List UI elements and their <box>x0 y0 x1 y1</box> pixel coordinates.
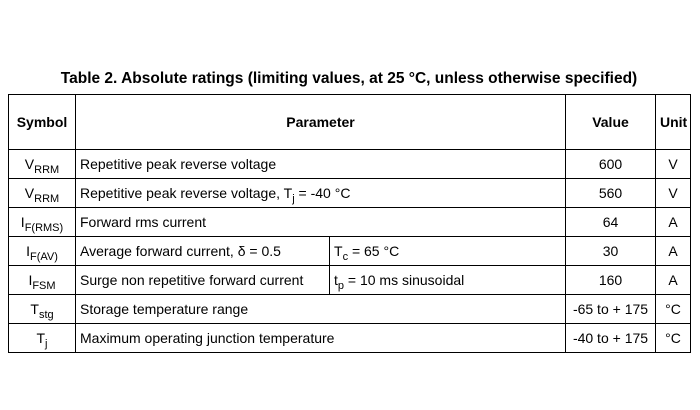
value-cell: -65 to + 175 <box>565 294 656 324</box>
symbol-cell: Tstg <box>8 294 76 324</box>
symbol-cell: Tj <box>8 323 76 353</box>
symbol: T <box>36 330 46 346</box>
subscript: RRM <box>34 164 60 176</box>
symbol: V <box>24 156 35 172</box>
header-cell: Value <box>565 94 656 150</box>
header-cell: Parameter <box>75 94 566 150</box>
symbol-cell: VRRM <box>8 178 76 208</box>
text: = -40 °C <box>294 185 351 201</box>
condition-cell: tp = 10 ms sinusoidal <box>329 265 566 295</box>
unit-cell: °C <box>655 294 691 324</box>
text: Average forward current, δ = 0.5 <box>80 243 281 259</box>
symbol-cell: VRRM <box>8 149 76 179</box>
unit-cell: V <box>655 178 691 208</box>
subscript: F(RMS) <box>24 222 64 234</box>
symbol-cell: IFSM <box>8 265 76 295</box>
table-row: VRRM Repetitive peak reverse voltage, Tj … <box>8 178 691 208</box>
text: Maximum operating junction temperature <box>80 330 335 346</box>
table-row: IFSM Surge non repetitive forward current… <box>8 265 691 295</box>
text: = 10 ms sinusoidal <box>344 272 465 288</box>
symbol-cell: IF(AV) <box>8 236 76 266</box>
condition-cell: Tc = 65 °C <box>329 236 566 266</box>
subscript: c <box>342 251 349 263</box>
symbol-cell: IF(RMS) <box>8 207 76 237</box>
table-row: Tstg Storage temperature range -65 to + 17… <box>8 294 691 324</box>
header-cell: Symbol <box>8 94 76 150</box>
ratings-table: Symbol Parameter Value Unit VRRM Repetiti… <box>8 94 691 353</box>
value-cell: 30 <box>565 236 656 266</box>
value-cell: 560 <box>565 178 656 208</box>
unit-cell: A <box>655 236 691 266</box>
table-title: Table 2. Absolute ratings (limiting valu… <box>60 70 638 87</box>
header-cell: Unit <box>655 94 691 150</box>
parameter-cell: Surge non repetitive forward current <box>75 265 330 295</box>
text: Repetitive peak reverse voltage, T <box>80 185 293 201</box>
parameter-cell: Average forward current, δ = 0.5 <box>75 236 330 266</box>
symbol: T <box>30 301 39 317</box>
text: Forward rms current <box>80 214 207 230</box>
header-row: Symbol Parameter Value Unit <box>8 94 691 150</box>
unit-cell: A <box>655 207 691 237</box>
symbol: I <box>20 214 25 230</box>
parameter-cell: Maximum operating junction temperature <box>75 323 566 353</box>
subscript: p <box>337 280 345 292</box>
subscript: FSM <box>32 280 56 292</box>
symbol: I <box>28 272 33 288</box>
parameter-cell: Storage temperature range <box>75 294 566 324</box>
table-row: VRRM Repetitive peak reverse voltage 600 V <box>8 149 691 179</box>
unit-cell: V <box>655 149 691 179</box>
subscript: j <box>292 193 295 205</box>
value-cell: 64 <box>565 207 656 237</box>
subscript: F(AV) <box>29 251 58 263</box>
parameter-cell: Repetitive peak reverse voltage <box>75 149 566 179</box>
text: = 65 °C <box>348 243 400 259</box>
table-block: Table 2. Absolute ratings (limiting valu… <box>8 70 691 353</box>
subscript: stg <box>38 309 54 321</box>
text: Repetitive peak reverse voltage <box>80 156 277 172</box>
parameter-cell: Repetitive peak reverse voltage, Tj = -4… <box>75 178 566 208</box>
subscript: RRM <box>34 193 60 205</box>
text: t <box>334 272 338 288</box>
table-body: VRRM Repetitive peak reverse voltage 600 V V… <box>8 149 691 353</box>
parameter-cell: Forward rms current <box>75 207 566 237</box>
subscript: j <box>45 338 48 350</box>
text: Storage temperature range <box>80 301 249 317</box>
value-cell: -40 to + 175 <box>565 323 656 353</box>
table-row: IF(AV) Average forward current, δ = 0.5 Tc… <box>8 236 691 266</box>
symbol: I <box>26 243 30 259</box>
text: Surge non repetitive forward current <box>80 272 304 288</box>
unit-cell: °C <box>655 323 691 353</box>
symbol: V <box>24 185 35 201</box>
value-cell: 160 <box>565 265 656 295</box>
text: T <box>334 243 343 259</box>
unit-cell: A <box>655 265 691 295</box>
table-row: IF(RMS) Forward rms current 64 A <box>8 207 691 237</box>
value-cell: 600 <box>565 149 656 179</box>
table-row: Tj Maximum operating junction temperature… <box>8 323 691 353</box>
